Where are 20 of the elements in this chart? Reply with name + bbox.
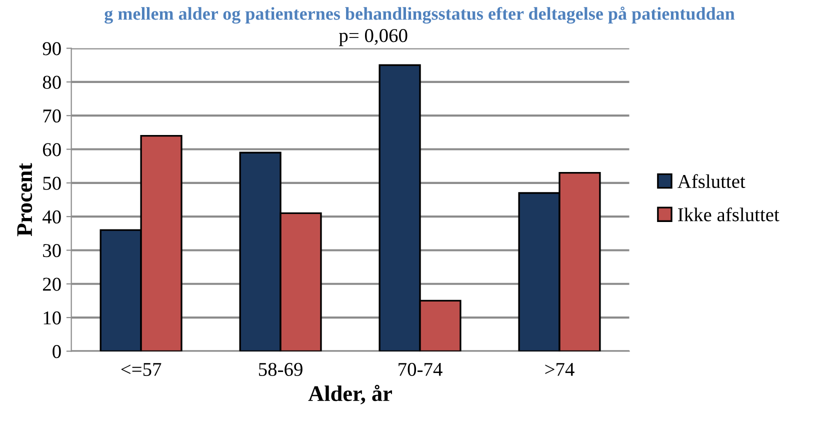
y-tick-label: 30 xyxy=(43,244,61,258)
y-tick-label: 60 xyxy=(42,143,61,156)
x-tick-label: <=57 xyxy=(121,363,162,376)
y-tick-label: 10 xyxy=(44,311,61,324)
x-tick-label: >74 xyxy=(545,363,574,376)
x-tick-label: 58-69 xyxy=(258,362,302,376)
chart-title: g mellem alder og patienternes behandlingsstatus efter deltagelse på patientuddan xyxy=(104,6,735,24)
y-tick-label: 90 xyxy=(42,42,61,56)
y-axis-title: Procent xyxy=(17,163,32,236)
y-tick-label: 20 xyxy=(43,278,61,291)
y-tick-label: 80 xyxy=(42,76,61,89)
y-tick-label: 50 xyxy=(43,176,61,190)
y-tick-label: 40 xyxy=(42,210,61,224)
y-tick-label: 70 xyxy=(43,109,61,123)
x-axis-title: Alder, år xyxy=(308,384,392,404)
legend-label: Ikke afsluttet xyxy=(678,207,780,222)
y-tick-label: 0 xyxy=(52,345,61,358)
legend-label: Afsluttet xyxy=(678,174,746,188)
x-tick-label: 70-74 xyxy=(398,362,442,376)
text: p= 0,060 xyxy=(339,29,408,46)
